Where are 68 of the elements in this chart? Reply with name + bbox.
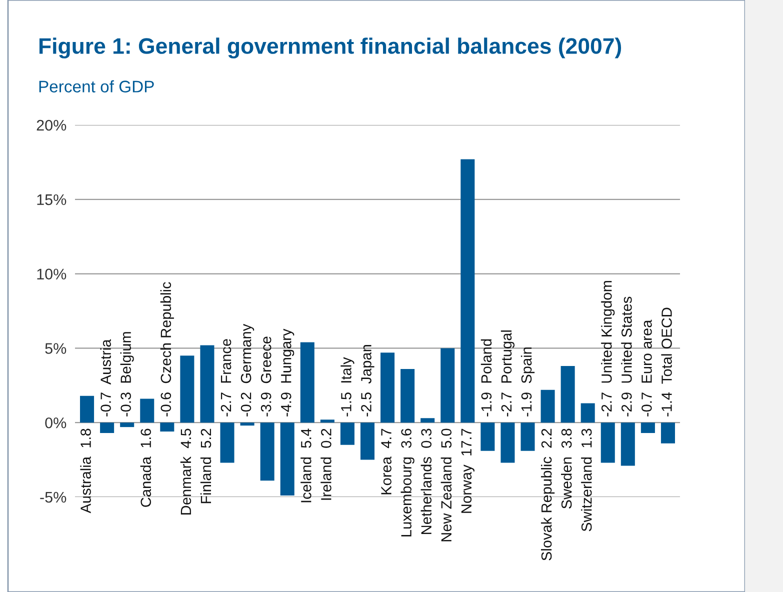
bar [640, 422, 655, 434]
text: -4.9 Hungary [280, 328, 294, 416]
bar [380, 352, 395, 423]
category-label: Canada 1.6 [140, 428, 152, 507]
bar [320, 420, 334, 423]
text: -0.6 Czech Republic [160, 282, 174, 416]
bar [400, 369, 415, 423]
bar [220, 422, 234, 463]
category-label: Slovak Republic 2.2 [540, 428, 555, 560]
bar [120, 422, 134, 428]
bar [260, 422, 274, 481]
text: -0.7 Austria [100, 339, 111, 416]
bar [140, 398, 154, 423]
text: -2.7 Portugal [500, 330, 515, 416]
chart-title: Figure 1: General government financial balances (2007) [39, 38, 622, 58]
bar [480, 422, 495, 451]
bar [460, 159, 475, 423]
category-label: New Zealand 5.0 [440, 428, 452, 542]
bar [100, 422, 114, 434]
bar [160, 422, 174, 432]
text: -0.7 Euro area [642, 320, 652, 416]
text: -1.9 Poland [480, 339, 492, 416]
category-label: Norway 17.7 [461, 428, 474, 513]
category-label: Finland 5.2 [200, 428, 212, 504]
category-label: Switzerland 1.3 [581, 428, 592, 532]
text: -1.5 Italy [340, 357, 354, 416]
category-label: Luxembourg 3.6 [400, 428, 414, 536]
bar [340, 422, 354, 445]
y-tick-label: 15% [37, 194, 66, 206]
category-label: Iceland 5.4 [300, 428, 312, 502]
chart-subtitle: Percent of GDP [39, 80, 154, 92]
bar [240, 422, 254, 426]
bar [600, 422, 615, 463]
bar [200, 345, 214, 423]
bar [560, 366, 575, 423]
category-label: Korea 4.7 [381, 428, 392, 494]
y-tick-label: -5% [40, 492, 66, 503]
text: -0.2 Germany [240, 324, 254, 416]
bar [80, 396, 94, 423]
text: -1.9 Spain [520, 347, 535, 416]
category-label: Sweden 3.8 [561, 428, 572, 509]
text: -2.9 United States [621, 296, 632, 416]
bar [580, 403, 595, 423]
text: -2.5 Japan [361, 345, 374, 416]
text: -3.9 Greece [260, 336, 272, 416]
text: -2.7 United Kingdom [601, 281, 615, 416]
text: -0.3 Belgium [120, 332, 134, 416]
y-tick-label: 20% [36, 120, 66, 131]
bar [360, 422, 374, 460]
bar [180, 356, 194, 423]
bar [280, 422, 294, 496]
text: -1.4 Total OECD [661, 308, 672, 416]
category-label: Ireland 0.2 [320, 428, 332, 500]
y-tick-label: 5% [45, 343, 66, 354]
y-tick-label: 0% [45, 417, 66, 428]
category-label: Australia 1.8 [80, 428, 91, 514]
bar [500, 422, 515, 463]
category-label: Netherlands 0.3 [420, 428, 432, 534]
text: -2.7 France [220, 339, 232, 416]
y-tick-label: 10% [37, 268, 66, 280]
bar [520, 422, 535, 451]
bar [660, 422, 675, 444]
bar [620, 422, 635, 466]
category-label: Denmark 4.5 [180, 428, 192, 514]
bar [540, 390, 555, 423]
bar [420, 418, 435, 423]
bar [300, 342, 314, 423]
bar [440, 348, 455, 423]
